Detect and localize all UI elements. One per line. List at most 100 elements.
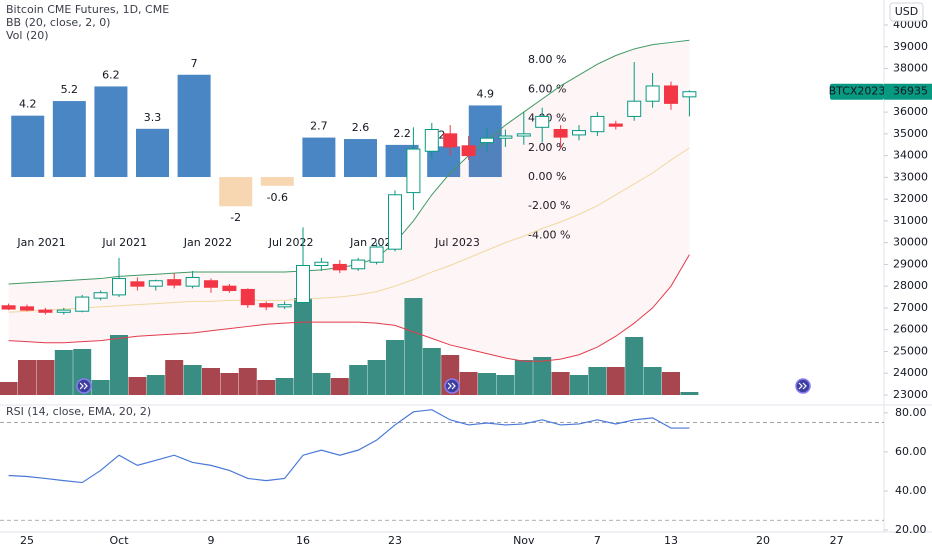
candle-body <box>388 194 402 250</box>
data-label: 2.2 <box>393 127 411 140</box>
y-tick-label: 32000 <box>893 192 928 205</box>
candle-body <box>314 261 329 267</box>
x-tick-label: Jul 2021 <box>101 236 147 249</box>
y-tick-label: 24000 <box>893 366 928 379</box>
y-tick-label: 25000 <box>893 344 928 357</box>
x-tick-label: Jan 2022 <box>183 236 232 249</box>
candle-body <box>461 145 476 157</box>
volume-bar <box>386 340 404 395</box>
candle-body <box>682 91 697 98</box>
bb-basis <box>8 147 690 313</box>
event-icon <box>76 378 92 394</box>
candle-body <box>590 115 605 133</box>
bb-lower <box>8 254 690 362</box>
y-tick-label: -4.00 % <box>528 228 570 241</box>
x-tick-label: 7 <box>594 534 601 547</box>
candle-body <box>277 304 292 308</box>
candle-body <box>516 133 531 137</box>
candle-body <box>1 305 16 310</box>
y-tick-label: -2.00 % <box>528 199 570 212</box>
y-tick-label: 34000 <box>893 149 928 162</box>
currency-button <box>889 2 924 22</box>
volume-bar <box>183 365 202 395</box>
volume-bar <box>533 357 552 395</box>
bb-upper <box>8 39 690 285</box>
volume-bar <box>514 360 533 395</box>
volume-bar <box>625 337 644 395</box>
volume-bar <box>202 368 220 395</box>
volume-bar <box>588 367 607 395</box>
data-label: 2.7 <box>310 120 328 133</box>
candle-body <box>351 259 366 270</box>
x-tick-label: 25 <box>20 534 34 547</box>
volume-bar <box>110 335 128 395</box>
candle-body <box>56 309 71 313</box>
bar <box>177 74 211 178</box>
candle-body <box>240 288 255 306</box>
volume-bar <box>128 377 147 395</box>
price-tag-label: 36935 <box>893 85 928 98</box>
legend-title: Bitcoin CME Futures, 1D, CME <box>6 3 169 16</box>
x-tick-label: 9 <box>208 534 215 547</box>
volume-bar <box>422 348 441 395</box>
volume-bar <box>91 380 110 395</box>
candle-body <box>296 265 310 303</box>
candle-body <box>424 128 439 152</box>
volume-bar <box>330 378 349 395</box>
volume-bar <box>478 373 496 395</box>
candle-body <box>93 292 108 299</box>
volume-bar <box>496 375 515 395</box>
symbol-tag <box>830 83 884 100</box>
volume-bar <box>275 378 294 395</box>
candle-body <box>75 296 90 312</box>
rsi-y-tick-label: 60.00 <box>895 445 927 458</box>
legend-bb: BB (20, close, 2, 0) <box>6 16 110 29</box>
data-label: 4.2 <box>19 98 37 111</box>
candle-body <box>553 128 568 138</box>
candle-body <box>167 279 182 286</box>
y-tick-label: 6.00 % <box>528 82 566 95</box>
event-icon-arrow <box>798 382 807 390</box>
volume-bar <box>312 373 331 395</box>
price-tag <box>884 83 932 100</box>
volume-bar <box>54 350 73 395</box>
x-tick-label: Jul 2022 <box>268 236 314 249</box>
bar <box>94 86 128 178</box>
bar <box>302 137 336 178</box>
y-tick-label: 38000 <box>893 62 928 75</box>
x-tick-label: Jan 2023 <box>349 236 398 249</box>
candle-body <box>572 130 586 136</box>
y-tick-label: 28000 <box>893 279 928 292</box>
volume-bar <box>606 367 625 395</box>
data-label: 6.2 <box>102 68 120 81</box>
x-tick-label: 27 <box>830 534 844 547</box>
candle-body <box>112 278 126 296</box>
volume-bar <box>404 298 423 395</box>
candle-body <box>498 135 513 139</box>
candle-body <box>608 123 623 127</box>
candle-body <box>38 309 53 313</box>
volume-bar <box>459 372 478 395</box>
y-tick-label: 29000 <box>893 257 928 270</box>
volume-bar <box>662 372 680 395</box>
event-icon-arrow <box>79 382 88 390</box>
candle-body <box>664 85 678 104</box>
rsi-y-tick-label: 80.00 <box>895 406 927 419</box>
volume-bar <box>238 368 257 395</box>
data-label: 7 <box>191 57 198 70</box>
data-label: 5.2 <box>61 83 79 96</box>
volume-bar <box>680 392 699 395</box>
candle-body <box>20 306 34 311</box>
y-tick-label: 39000 <box>893 40 928 53</box>
bar <box>219 177 253 207</box>
volume-bar <box>36 360 55 395</box>
volume-bar <box>349 365 368 395</box>
bar <box>260 177 294 186</box>
volume-bar <box>294 298 312 395</box>
y-tick-label: 35000 <box>893 127 928 140</box>
event-icon-arrow <box>447 382 456 390</box>
volume-bar <box>165 360 184 395</box>
legend-volume: Vol (20) <box>6 29 49 42</box>
data-label: 3.3 <box>144 111 162 124</box>
data-label: 2.6 <box>352 121 370 134</box>
